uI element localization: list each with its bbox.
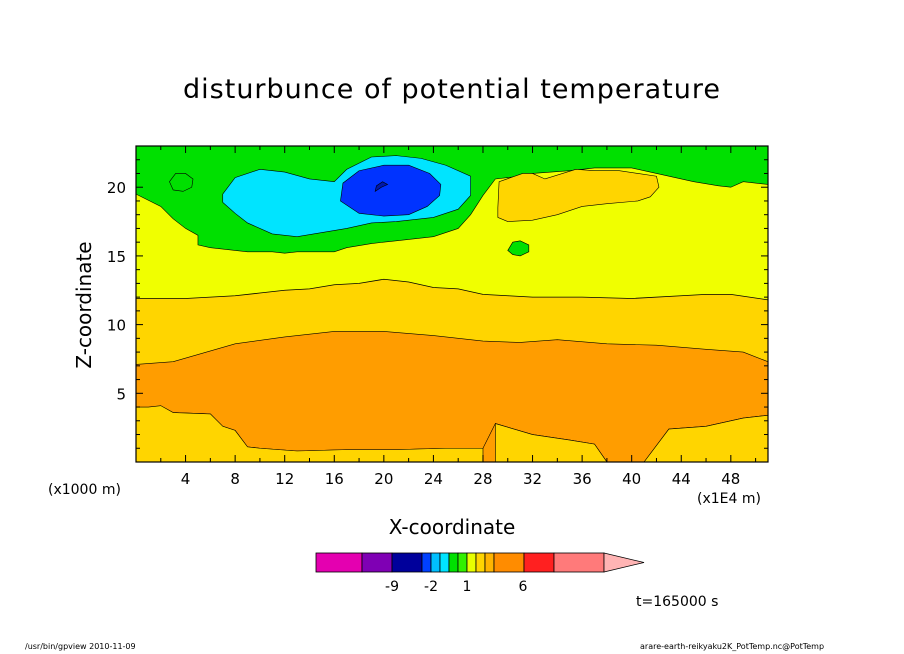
colorbar-swatch [439,552,450,573]
y-axis-label: Z-coordinate [72,241,96,369]
colorbar-swatch [484,552,495,573]
time-label: t=165000 s [636,594,719,610]
colorbar-swatch [421,552,432,573]
contour-region-green-blob-a [169,173,194,192]
colorbar-swatch [553,552,605,573]
colorbar-swatch [493,552,525,573]
y-tick-label: 10 [107,317,126,335]
chart-title: disturbunce of potential temperature [183,74,721,105]
contour-region-green-blob-b [507,240,530,257]
colorbar-swatch [315,552,363,573]
x-tick-label: 4 [181,470,191,488]
colorbar-swatch [475,552,486,573]
contour-region-dark-blue [374,181,389,193]
colorbar: -9 -2 1 6 [315,552,645,595]
colorbar-swatch [430,552,441,573]
x-tick-label: 20 [374,470,393,488]
y-tick-label: 15 [107,248,126,266]
x-tick-label: 28 [473,470,492,488]
y-axis-unit: (x1000 m) [48,482,121,498]
contour-region-yellow-orange-bottom-left [135,405,484,463]
colorbar-swatch [466,552,477,573]
x-axis-unit: (x1E4 m) [697,491,761,507]
contour-lines [136,278,769,301]
contour-region-yellow-orange-top [497,169,660,222]
colorbar-swatch [391,552,423,573]
x-tick-label: 36 [573,470,592,488]
x-tick-label: 44 [672,470,691,488]
x-tick-label: 48 [721,470,740,488]
contour-line-0 [136,278,769,301]
colorbar-swatch [523,552,555,573]
colorbar-swatch [448,552,459,573]
contour-region-blue [340,164,442,217]
colorbar-tick-label: -9 [385,579,399,595]
x-tick-label: 40 [622,470,641,488]
y-tick-label: 20 [107,179,126,197]
colorbar-swatch [457,552,468,573]
contour-regions [135,145,769,463]
x-tick-label: 24 [424,470,443,488]
colorbar-swatch [361,552,393,573]
x-tick-label: 16 [325,470,344,488]
x-tick-label: 12 [275,470,294,488]
colorbar-tick-label: -2 [424,579,438,595]
colorbar-tick-label: 6 [519,579,528,595]
x-tick-label: 32 [523,470,542,488]
colorbar-tick-label: 1 [463,579,472,595]
colorbar-arrow [603,552,645,573]
y-tick-label: 5 [116,385,126,403]
x-tick-label: 8 [230,470,240,488]
x-axis-label: X-coordinate [388,515,516,539]
plot-frame [135,145,769,463]
footer-left: /usr/bin/gpview 2010-11-09 [25,642,136,651]
footer-right: arare-earth-reikyaku2K_PotTemp.nc@PotTem… [640,642,825,651]
